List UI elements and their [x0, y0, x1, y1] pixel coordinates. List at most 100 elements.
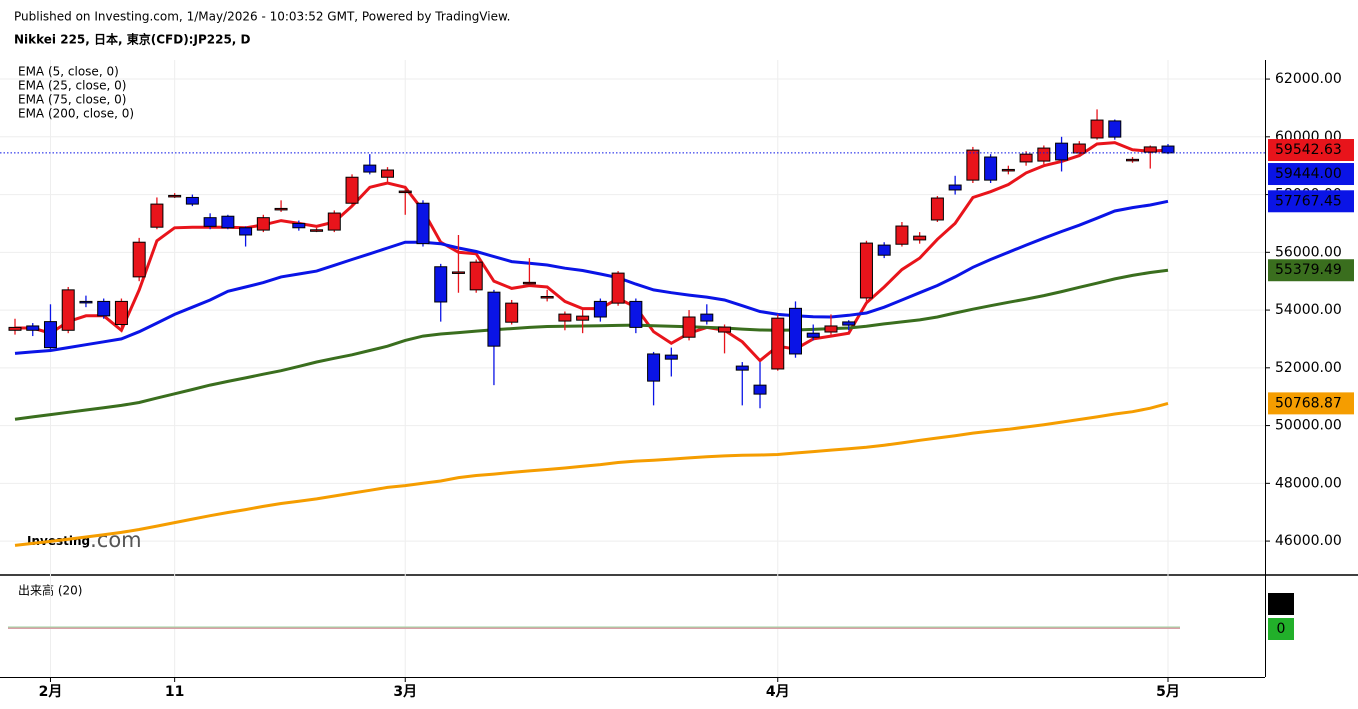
ema-line: [14, 199, 1169, 355]
ema-line: [14, 401, 1169, 547]
price-tag: [1268, 190, 1354, 213]
candle-body: [61, 289, 75, 331]
x-tick-label: 3月: [393, 684, 417, 700]
candle-body: [505, 302, 519, 323]
candle-body: [948, 184, 962, 191]
candle-body: [718, 326, 732, 333]
price-tag: [1268, 392, 1354, 415]
candle-body: [185, 196, 199, 205]
x-tick-label: 5月: [1156, 684, 1180, 700]
candle-body: [930, 197, 944, 221]
volume-ma-tag-label: 0: [1277, 621, 1286, 637]
candle-body: [558, 313, 572, 322]
candle-body: [469, 261, 483, 291]
candle-body: [984, 156, 998, 181]
x-tick-label: 2月: [39, 684, 63, 700]
candle-body: [97, 300, 111, 317]
legend-entry: EMA (5, close, 0): [18, 65, 119, 79]
candle-body: [381, 169, 395, 178]
candle-body: [327, 212, 341, 231]
candle-body: [239, 227, 253, 236]
price-tag: [1268, 163, 1354, 186]
grid: [0, 60, 1265, 677]
candle-body: [79, 300, 93, 304]
candle-body: [611, 272, 625, 304]
x-tick-label: 11: [165, 684, 184, 700]
price-tag-label: 55379.49: [1275, 262, 1342, 278]
candle-body: [274, 207, 288, 211]
candle-body: [540, 295, 554, 299]
candle-body: [168, 194, 182, 198]
candle-body: [824, 325, 838, 333]
candle-body: [593, 300, 607, 318]
candle-body: [664, 354, 678, 360]
y-tick-label: 46000.00: [1275, 533, 1342, 549]
candle-body: [221, 215, 235, 229]
candle-body: [788, 307, 802, 355]
candle-body: [806, 332, 820, 338]
candle-body: [966, 149, 980, 181]
candle-body: [629, 300, 643, 328]
y-tick-label: 62000.00: [1275, 71, 1342, 87]
candle-body: [26, 325, 40, 331]
candle-body: [132, 241, 146, 278]
candle-body: [398, 190, 412, 194]
candle-body: [43, 321, 57, 349]
candle-body: [1090, 119, 1104, 139]
candle-body: [1019, 153, 1033, 163]
y-tick-label: 52000.00: [1275, 360, 1342, 376]
candle-body: [451, 271, 465, 274]
y-tick-label: 56000.00: [1275, 244, 1342, 260]
candle-body: [1072, 143, 1086, 154]
candle-body: [771, 317, 785, 370]
price-tag: [1268, 139, 1354, 162]
candle-body: [150, 203, 164, 228]
legend-entry: EMA (25, close, 0): [18, 79, 126, 93]
candle-body: [434, 266, 448, 303]
candle-body: [114, 300, 128, 326]
candle-body: [859, 242, 873, 299]
legend-entry: EMA (200, close, 0): [18, 107, 134, 121]
x-tick-label: 4月: [766, 684, 790, 700]
candle-body: [487, 291, 501, 347]
candle-body: [8, 326, 22, 331]
candle-body: [310, 229, 324, 232]
candle-body: [682, 316, 696, 338]
price-tag-label: 50768.87: [1275, 395, 1342, 411]
ema-lines: [14, 141, 1169, 547]
candle-body: [842, 321, 856, 326]
ema-line: [14, 268, 1169, 421]
y-tick-label: 48000.00: [1275, 475, 1342, 491]
candle-body: [753, 384, 767, 395]
candle-body: [1126, 158, 1140, 162]
ema-line: [15, 141, 1169, 363]
candle-body: [895, 225, 909, 245]
symbol-title: Nikkei 225, 日本, 東京(CFD):JP225, D: [14, 32, 251, 47]
price-tag-label: 59444.00: [1275, 166, 1342, 182]
price-tag-label: 57767.45: [1275, 193, 1342, 209]
candle-body: [345, 176, 359, 204]
candle-body: [735, 365, 749, 371]
volume-tag-label: 0: [1277, 596, 1286, 612]
candle-body: [1001, 168, 1015, 172]
price-tag-label: 59542.63: [1275, 142, 1342, 158]
candle-body: [913, 235, 927, 241]
volume-ma-tag: [1268, 618, 1294, 640]
published-note: Published on Investing.com, 1/May/2026 -…: [14, 10, 511, 24]
price-tag: [1268, 259, 1354, 282]
y-tick-label: 54000.00: [1275, 302, 1342, 318]
legend-entry: EMA (75, close, 0): [18, 93, 126, 107]
volume-tag: [1268, 593, 1294, 615]
candle-body: [1037, 147, 1051, 162]
candle-body: [256, 217, 270, 231]
candle-body: [416, 202, 430, 245]
candle-body: [1055, 142, 1069, 161]
candle-body: [1108, 120, 1122, 138]
candle-body: [647, 353, 661, 382]
candle-body: [877, 244, 891, 256]
candle-body: [203, 217, 217, 227]
candle-body: [576, 315, 590, 321]
candle-body: [363, 164, 377, 173]
candle-body: [522, 281, 536, 285]
